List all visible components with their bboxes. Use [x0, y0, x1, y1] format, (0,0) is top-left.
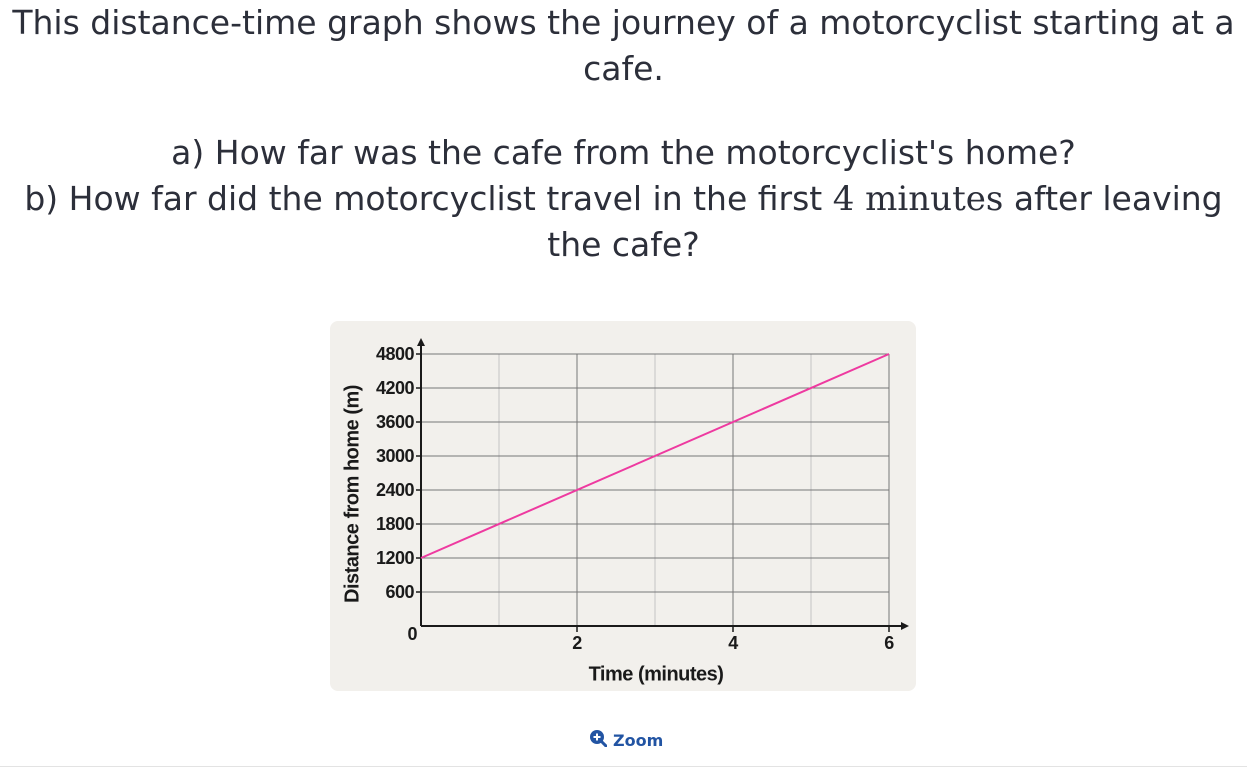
x-axis-title: Time (minutes) — [588, 663, 724, 686]
divider — [0, 766, 1247, 767]
x-axis-arrow — [901, 622, 909, 630]
y-tick-label: 1800 — [376, 514, 415, 534]
zoom-label: Zoom — [613, 730, 664, 750]
chart-card — [330, 321, 916, 691]
y-tick-label: 0 — [407, 624, 417, 644]
x-tick-label: 6 — [884, 633, 894, 653]
y-axis-title: Distance from home (m) — [341, 385, 364, 603]
question-part-b-math: 4 minutes — [832, 179, 1004, 219]
x-tick-label: 4 — [728, 633, 738, 653]
zoom-button[interactable]: Zoom — [589, 729, 663, 751]
series-line — [420, 353, 890, 559]
question-part-b-text-1: b) How far did the motorcyclist travel i… — [24, 179, 833, 218]
y-tick-label: 3000 — [376, 446, 415, 466]
y-tick-label: 4800 — [376, 344, 415, 364]
y-tick-label: 1200 — [376, 548, 415, 568]
y-axis-arrow — [417, 338, 425, 346]
question-intro: This distance-time graph shows the journ… — [12, 3, 1235, 88]
x-tick-label: 2 — [572, 633, 582, 653]
question-block: This distance-time graph shows the journ… — [0, 0, 1247, 268]
question-part-a: a) How far was the cafe from the motorcy… — [171, 133, 1076, 172]
y-tick-label: 4200 — [376, 378, 415, 398]
y-tick-label: 600 — [385, 582, 414, 602]
question-part-b-text-2: after leaving the cafe? — [547, 179, 1223, 264]
question-parts: a) How far was the cafe from the motorcy… — [0, 130, 1247, 268]
zoom-in-icon — [589, 729, 608, 751]
y-tick-label: 3600 — [376, 412, 415, 432]
question-part-b: b) How far did the motorcyclist travel i… — [0, 176, 1247, 268]
y-tick-label: 2400 — [376, 480, 415, 500]
